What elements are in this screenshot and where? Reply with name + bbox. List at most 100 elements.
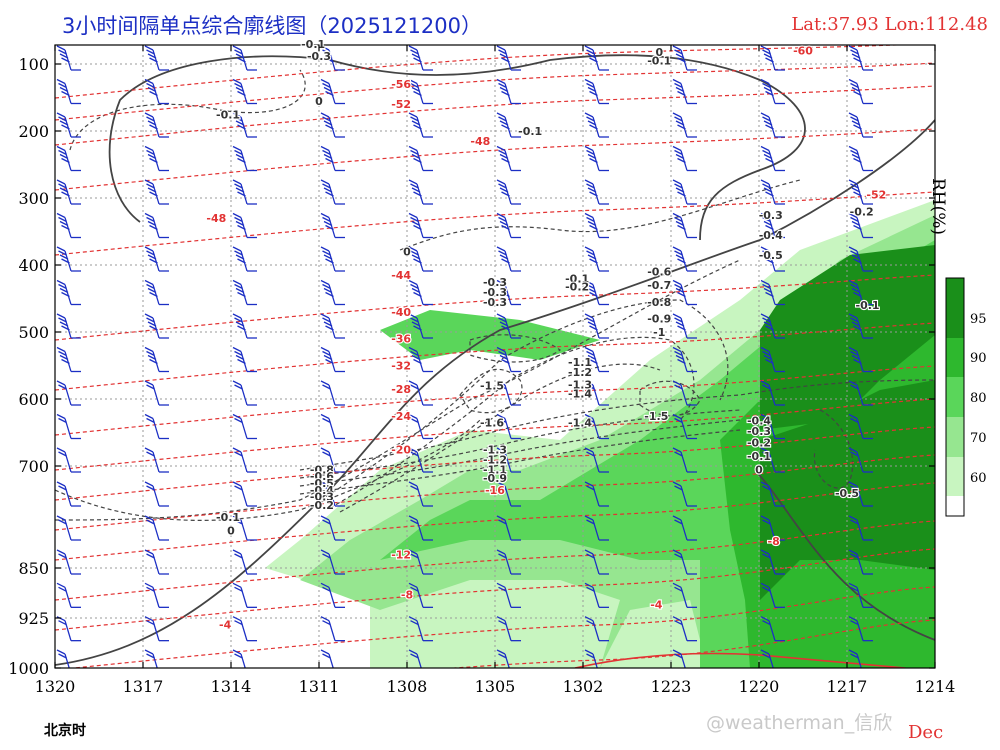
wind-barb — [144, 413, 169, 440]
wind-barb — [320, 582, 345, 608]
wind-barb — [408, 413, 433, 440]
vertical-velocity-label: -1.1 — [568, 356, 592, 369]
wind-barb — [760, 649, 774, 668]
wind-barb — [408, 380, 433, 406]
wind-barb — [320, 145, 345, 172]
temperature-contour — [55, 85, 935, 146]
temperature-label: -48 — [206, 212, 226, 225]
wind-barb — [584, 346, 609, 373]
wind-barb — [144, 380, 169, 406]
wind-barb — [584, 179, 609, 205]
wind-barb — [320, 246, 345, 272]
wind-barb — [320, 45, 345, 71]
wind-barb — [848, 313, 873, 339]
temperature-contour — [55, 454, 935, 531]
wind-barb — [584, 212, 609, 239]
temperature-contour — [55, 398, 935, 471]
vertical-velocity-label: -0.3 — [483, 276, 507, 289]
wind-barb — [496, 45, 521, 71]
wind-barb — [672, 616, 697, 642]
temperature-contours — [55, 45, 935, 668]
vertical-velocity-label: -0.1 — [216, 108, 240, 121]
wind-barb — [144, 582, 169, 608]
temperature-contour — [55, 365, 935, 436]
wind-barb — [937, 516, 961, 540]
vertical-velocity-label: 0 — [755, 463, 763, 476]
temperature-label: -4 — [650, 599, 663, 612]
vertical-velocity-contour — [299, 379, 935, 471]
wind-barb — [56, 179, 81, 205]
wind-barb — [320, 380, 345, 406]
temperature-contour — [55, 45, 909, 99]
vertical-velocity-label: -0.4 — [747, 414, 771, 427]
x-tick-label: 1217 — [827, 677, 868, 696]
wind-barb — [56, 413, 81, 440]
x-tick-label: 1223 — [651, 677, 692, 696]
temperature-label: -36 — [391, 333, 411, 346]
wind-barb — [144, 313, 169, 339]
x-tick-label: 1302 — [563, 677, 604, 696]
wind-barb — [848, 112, 873, 138]
wind-barb — [584, 515, 609, 541]
wind-barb — [232, 515, 257, 541]
wind-barb — [320, 447, 345, 473]
wind-barb — [144, 145, 169, 172]
temperature-label: -40 — [391, 306, 411, 319]
wind-barb — [144, 179, 169, 205]
wind-barb — [144, 481, 169, 507]
wind-barb — [496, 279, 521, 306]
wind-barb — [584, 313, 609, 339]
contour-labels: -60-56-52-48-52-48-44-40-36-32-28-24-20-… — [205, 37, 887, 633]
wind-barb — [144, 447, 169, 473]
vertical-velocity-contour — [469, 334, 562, 363]
vertical-velocity-label: -0.4 — [759, 229, 783, 242]
y-axis: 100 200 300 400 500 600 700 850 925 1000 — [8, 55, 935, 678]
wind-barb — [584, 246, 609, 272]
wind-barb — [56, 649, 70, 668]
wind-barb — [760, 481, 785, 507]
x-tick-label: 1320 — [35, 677, 76, 696]
vertical-velocity-contour — [459, 368, 523, 414]
wind-barb — [408, 549, 433, 575]
vertical-velocity-label: -1.3 — [483, 443, 507, 456]
wind-barb — [56, 212, 81, 239]
wind-barb — [408, 515, 433, 541]
wind-barb — [937, 46, 961, 70]
temperature-contour — [55, 322, 935, 391]
wind-barb — [320, 515, 345, 541]
x-tick-label: 1220 — [739, 677, 780, 696]
wind-barb — [56, 112, 81, 138]
wind-barb — [848, 145, 873, 172]
wind-barb — [496, 515, 521, 541]
wind-barb — [584, 279, 609, 306]
wind-barb — [232, 346, 257, 373]
vertical-velocity-contour — [399, 179, 801, 251]
wind-barb — [496, 145, 521, 172]
y-tick-label: 1000 — [8, 659, 49, 678]
vertical-velocity-contour — [319, 299, 729, 501]
wind-barb — [672, 279, 697, 306]
wind-barb — [232, 380, 257, 406]
vertical-velocity-label: -0.4 — [310, 484, 334, 497]
temperature-label: -60 — [793, 45, 813, 58]
x-tick-label: 1314 — [211, 677, 252, 696]
wind-barb — [56, 380, 81, 406]
wind-barb — [408, 212, 433, 239]
temperature-label: -48 — [470, 135, 490, 148]
vertical-velocity-contour — [108, 54, 806, 241]
x-tick-label: 1317 — [123, 677, 164, 696]
wind-barb — [320, 112, 345, 138]
temperature-label: -52 — [866, 189, 886, 202]
temperature-contour — [55, 426, 935, 501]
wind-barb — [496, 112, 521, 138]
vertical-velocity-contour — [329, 336, 695, 509]
wind-barb — [144, 78, 169, 105]
wind-barb — [496, 447, 521, 473]
wind-barb — [848, 179, 873, 205]
x-tick-label: 1305 — [475, 677, 516, 696]
temperature-label: -28 — [391, 383, 411, 396]
wind-barb — [232, 179, 257, 205]
wind-barb — [760, 279, 785, 306]
wind-barb — [848, 279, 873, 306]
wind-barb — [232, 78, 257, 105]
